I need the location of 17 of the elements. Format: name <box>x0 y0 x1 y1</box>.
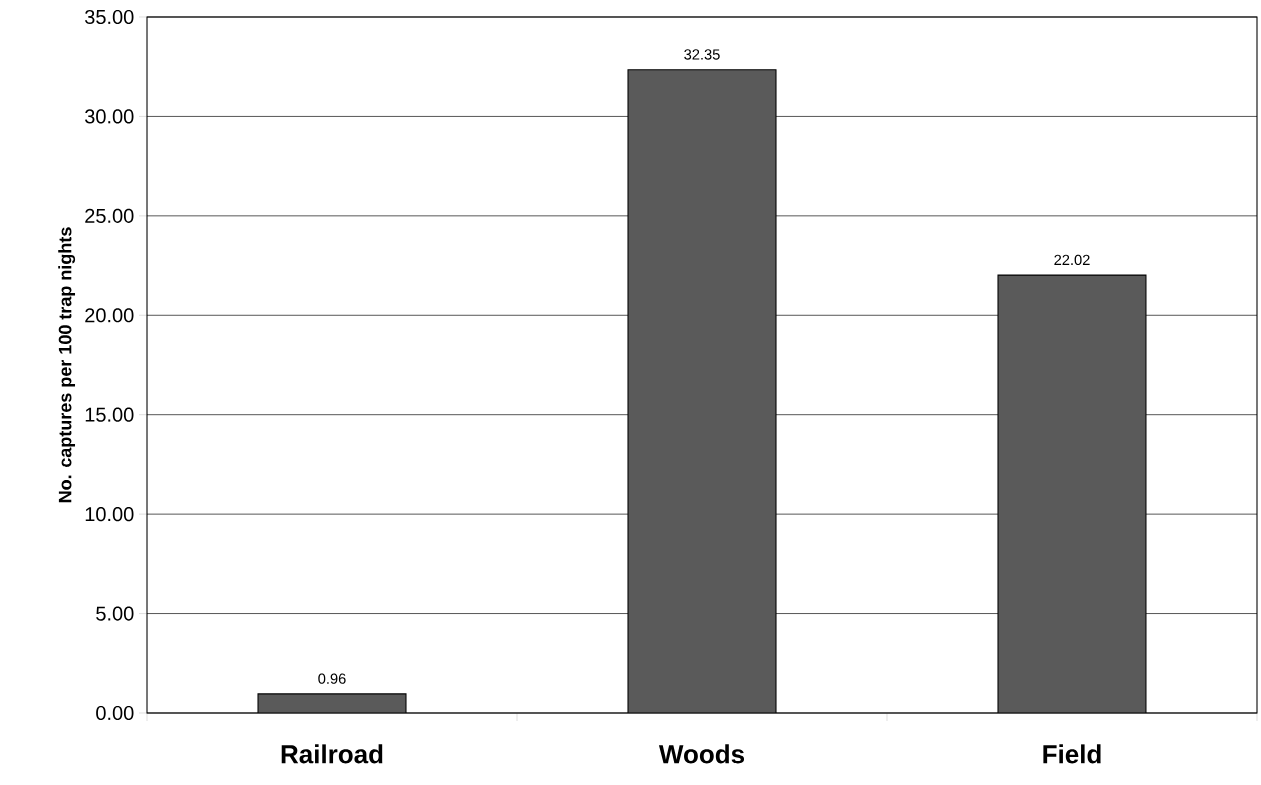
y-tick-label: 25.00 <box>85 208 134 223</box>
x-tick-label: Field <box>1043 744 1101 764</box>
x-tick-label: Railroad <box>281 744 383 764</box>
y-tick-label: 5.00 <box>96 606 134 621</box>
data-label: 0.96 <box>318 673 346 684</box>
bar <box>627 69 777 713</box>
x-tick-label: Woods <box>658 744 745 764</box>
y-tick-label: 10.00 <box>85 507 134 522</box>
y-tick-label: 30.00 <box>85 109 134 124</box>
y-tick-label: 0.00 <box>96 705 134 721</box>
y-tick-label: 15.00 <box>85 407 134 422</box>
y-tick-label: 20.00 <box>85 308 134 323</box>
data-label: 32.35 <box>684 49 720 60</box>
data-label: 22.02 <box>1054 254 1090 266</box>
bar <box>997 274 1147 713</box>
y-axis-title: No. captures per 100 trap nights <box>58 227 76 503</box>
y-tick-label: 35.00 <box>85 9 134 25</box>
